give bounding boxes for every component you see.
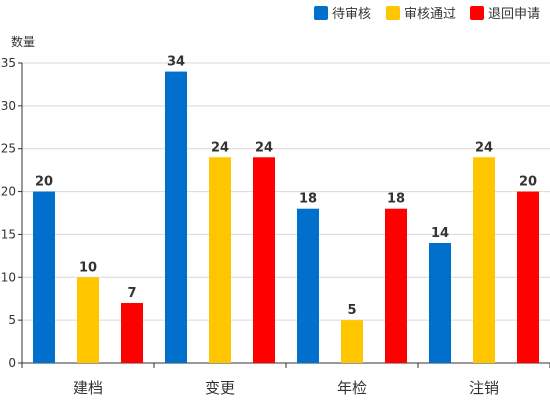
y-tick-label: 30 [1, 99, 16, 113]
bar-value-label: 24 [255, 140, 273, 155]
bar[interactable] [473, 157, 495, 363]
legend[interactable]: 待审核 审核通过 退回申请 [314, 6, 540, 22]
bar[interactable] [253, 157, 275, 363]
bar-value-label: 20 [519, 175, 537, 190]
legend-label: 审核通过 [404, 7, 456, 22]
bar-value-label: 18 [387, 192, 405, 207]
bar[interactable] [33, 191, 55, 363]
x-tick-label: 变更 [205, 379, 235, 397]
legend-item[interactable]: 待审核 [314, 6, 371, 22]
legend-item[interactable]: 退回申请 [470, 6, 540, 22]
bar[interactable] [209, 157, 231, 363]
y-tick-label: 10 [1, 270, 16, 284]
bar-value-label: 24 [475, 140, 493, 155]
bar[interactable] [429, 243, 451, 363]
bar-value-label: 20 [35, 175, 53, 190]
data-labels: 20 34 18 14 10 24 5 24 7 24 18 20 [35, 55, 537, 319]
bar[interactable] [517, 191, 539, 363]
x-tick-label: 建档 [73, 379, 103, 397]
bar[interactable] [121, 303, 143, 363]
grid-lines [22, 62, 550, 321]
x-tick-label: 年检 [337, 379, 367, 397]
y-tick-label: 5 [8, 313, 16, 327]
bar[interactable] [165, 71, 187, 364]
y-axis-title: 数量 [11, 34, 35, 49]
y-tick-label: 35 [1, 56, 16, 70]
y-tick-label: 25 [1, 142, 16, 156]
axes: 0 5 10 15 20 25 30 35 建档 变更 年检 注销 [1, 56, 550, 397]
bar-value-label: 10 [79, 260, 97, 275]
legend-swatch [470, 6, 484, 20]
bars [33, 71, 539, 364]
bar[interactable] [385, 208, 407, 363]
y-tick-label: 15 [1, 227, 16, 241]
bar-value-label: 7 [127, 286, 136, 301]
legend-swatch [314, 6, 328, 20]
legend-label: 退回申请 [488, 7, 540, 22]
bar-value-label: 24 [211, 140, 229, 155]
bar[interactable] [77, 277, 99, 363]
y-tick-label: 0 [8, 356, 16, 370]
bar-value-label: 14 [431, 226, 449, 241]
bar[interactable] [341, 320, 363, 363]
x-tick-label: 注销 [469, 379, 499, 397]
y-tick-label: 20 [1, 185, 16, 199]
legend-swatch [386, 6, 400, 20]
bar-value-label: 18 [299, 192, 317, 207]
legend-label: 待审核 [332, 7, 371, 22]
bar[interactable] [297, 208, 319, 363]
legend-item[interactable]: 审核通过 [386, 6, 456, 22]
bar-value-label: 5 [347, 303, 356, 318]
bar-value-label: 34 [167, 55, 185, 70]
